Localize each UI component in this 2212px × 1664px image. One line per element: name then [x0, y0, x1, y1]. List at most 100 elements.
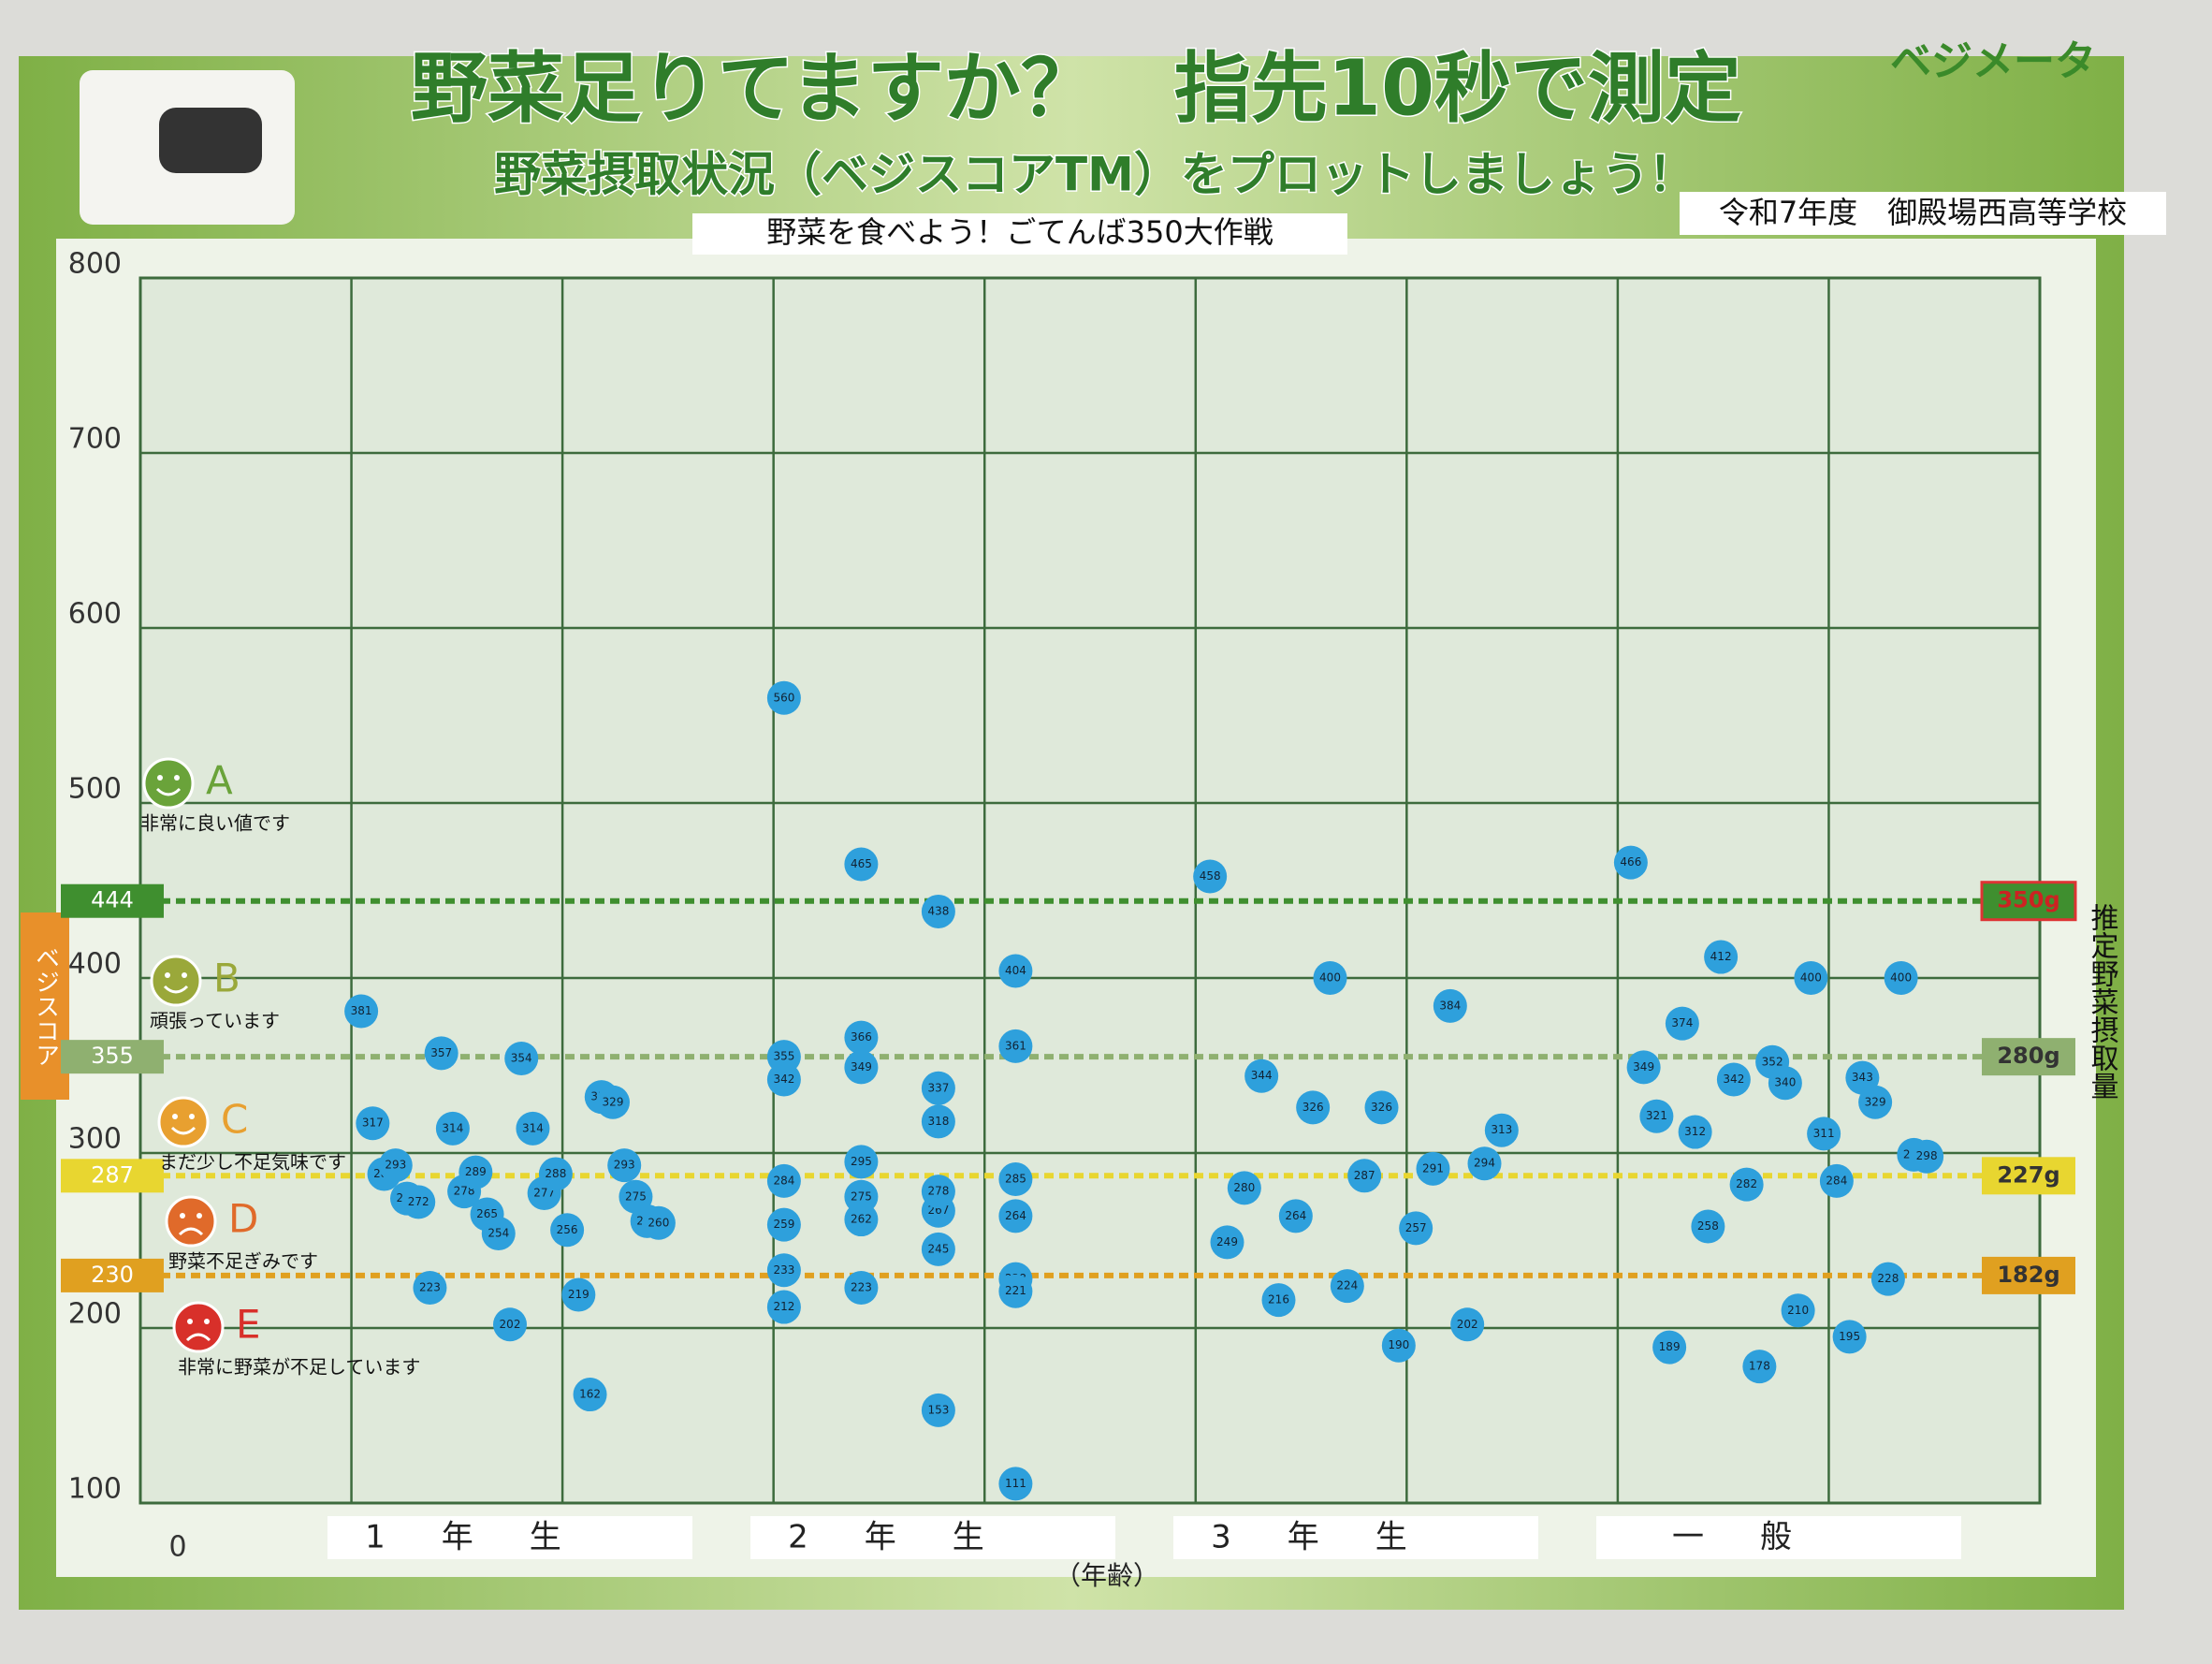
data-point — [1742, 1350, 1777, 1384]
rating-face — [157, 1096, 210, 1148]
data-point-label: 404 — [1005, 964, 1026, 977]
data-point-label: 317 — [362, 1117, 384, 1130]
data-point-label: 312 — [1684, 1125, 1706, 1138]
data-point — [1484, 1113, 1519, 1147]
data-point — [641, 1205, 676, 1240]
data-point — [1794, 961, 1828, 995]
rating-grade: A — [206, 758, 233, 804]
data-point-label: 275 — [851, 1190, 872, 1203]
data-point — [1227, 1171, 1261, 1205]
rating-face — [165, 1195, 217, 1248]
data-point — [1807, 1117, 1841, 1151]
data-point-label: 400 — [1319, 971, 1341, 985]
data-point-label: 321 — [1646, 1109, 1667, 1122]
data-point-label: 560 — [773, 691, 794, 704]
data-point — [1364, 1090, 1399, 1125]
data-point — [538, 1157, 573, 1191]
data-point — [921, 1393, 955, 1427]
data-point-label: 262 — [851, 1213, 872, 1226]
rating-eye — [174, 775, 180, 781]
data-point-label: 326 — [1302, 1101, 1324, 1114]
data-point — [1652, 1330, 1687, 1365]
data-point — [561, 1277, 596, 1312]
data-point-label: 314 — [442, 1121, 463, 1134]
data-point-label: 294 — [1474, 1157, 1495, 1170]
data-point — [998, 1199, 1033, 1233]
rating-text: 非常に良い値です — [140, 812, 290, 835]
y-tick-label: 500 — [68, 773, 122, 806]
device — [159, 108, 262, 173]
data-point-label: 311 — [1813, 1127, 1835, 1140]
data-point-label: 285 — [1005, 1173, 1026, 1186]
rating-grade: D — [228, 1196, 258, 1242]
data-point — [766, 1062, 801, 1097]
data-point-label: 349 — [1633, 1060, 1654, 1073]
data-point-label: 458 — [1200, 869, 1221, 883]
intake-badge-label: 227g — [1997, 1161, 2059, 1188]
intake-badge-label: 280g — [1997, 1043, 2059, 1069]
group-label-box — [750, 1516, 1115, 1559]
data-point-label: 216 — [1268, 1293, 1289, 1306]
data-point-label: 219 — [568, 1288, 589, 1301]
data-point — [844, 1145, 879, 1179]
data-point-label: 374 — [1671, 1016, 1693, 1029]
group-label: 一般 — [1672, 1519, 1848, 1556]
data-point-label: 288 — [545, 1167, 566, 1180]
intake-badge — [1980, 881, 2077, 922]
data-point — [921, 1104, 955, 1139]
data-point — [435, 1111, 470, 1146]
rating-eye — [180, 1213, 185, 1219]
data-point — [1704, 940, 1739, 974]
data-point — [1858, 1085, 1893, 1119]
origin-label: 0 — [168, 1531, 186, 1564]
data-point — [1870, 1262, 1905, 1296]
data-point-label: 264 — [1285, 1209, 1306, 1222]
data-point — [844, 1270, 879, 1305]
data-point — [1639, 1099, 1674, 1133]
group-label: 3年生 — [1211, 1519, 1463, 1556]
data-point-label: 189 — [1659, 1340, 1681, 1353]
data-point — [1768, 1066, 1802, 1101]
data-point — [1450, 1307, 1485, 1342]
data-point-label: 287 — [1354, 1169, 1375, 1182]
rating-eye — [172, 1114, 178, 1119]
data-point-label: 295 — [851, 1155, 872, 1168]
data-point — [1716, 1062, 1751, 1097]
data-point-label: 357 — [430, 1046, 452, 1059]
rating-eye — [157, 775, 163, 781]
data-point — [1781, 1293, 1815, 1328]
data-point — [378, 1148, 413, 1183]
data-point — [516, 1111, 550, 1146]
rating-eye — [165, 972, 170, 978]
y-tick-label: 100 — [68, 1473, 122, 1506]
data-point — [573, 1378, 607, 1412]
rating-mouth — [185, 1333, 211, 1342]
subtitle: 野菜摂取状況（ベジスコアTM）をプロットしましょう！ — [494, 148, 1695, 202]
data-point — [1665, 1006, 1699, 1041]
data-point-label: 256 — [557, 1223, 578, 1236]
title: 野菜足りてますか？ 指先10秒で測定 — [411, 44, 1741, 133]
data-point-label: 190 — [1388, 1338, 1409, 1351]
data-point-label: 224 — [1336, 1279, 1358, 1292]
data-point-label: 343 — [1852, 1071, 1873, 1084]
data-point — [1678, 1115, 1712, 1149]
data-point — [998, 954, 1033, 988]
group-label-box — [327, 1516, 692, 1559]
data-point — [1278, 1199, 1313, 1233]
data-point-label: 326 — [1371, 1101, 1392, 1114]
y-tick-label: 300 — [68, 1123, 122, 1156]
data-point-label: 212 — [773, 1300, 794, 1313]
data-point-label: 466 — [1620, 855, 1641, 868]
data-point-label: 223 — [419, 1280, 441, 1293]
data-point-label: 298 — [1916, 1149, 1938, 1162]
score-badge — [61, 1040, 164, 1074]
data-point — [413, 1270, 447, 1305]
data-point — [1691, 1209, 1725, 1244]
data-point — [1193, 859, 1228, 894]
data-point — [1910, 1139, 1944, 1174]
rating-mouth — [155, 787, 182, 796]
rating-eye — [182, 972, 187, 978]
data-point — [1210, 1225, 1244, 1260]
data-point-label: 162 — [579, 1388, 601, 1401]
